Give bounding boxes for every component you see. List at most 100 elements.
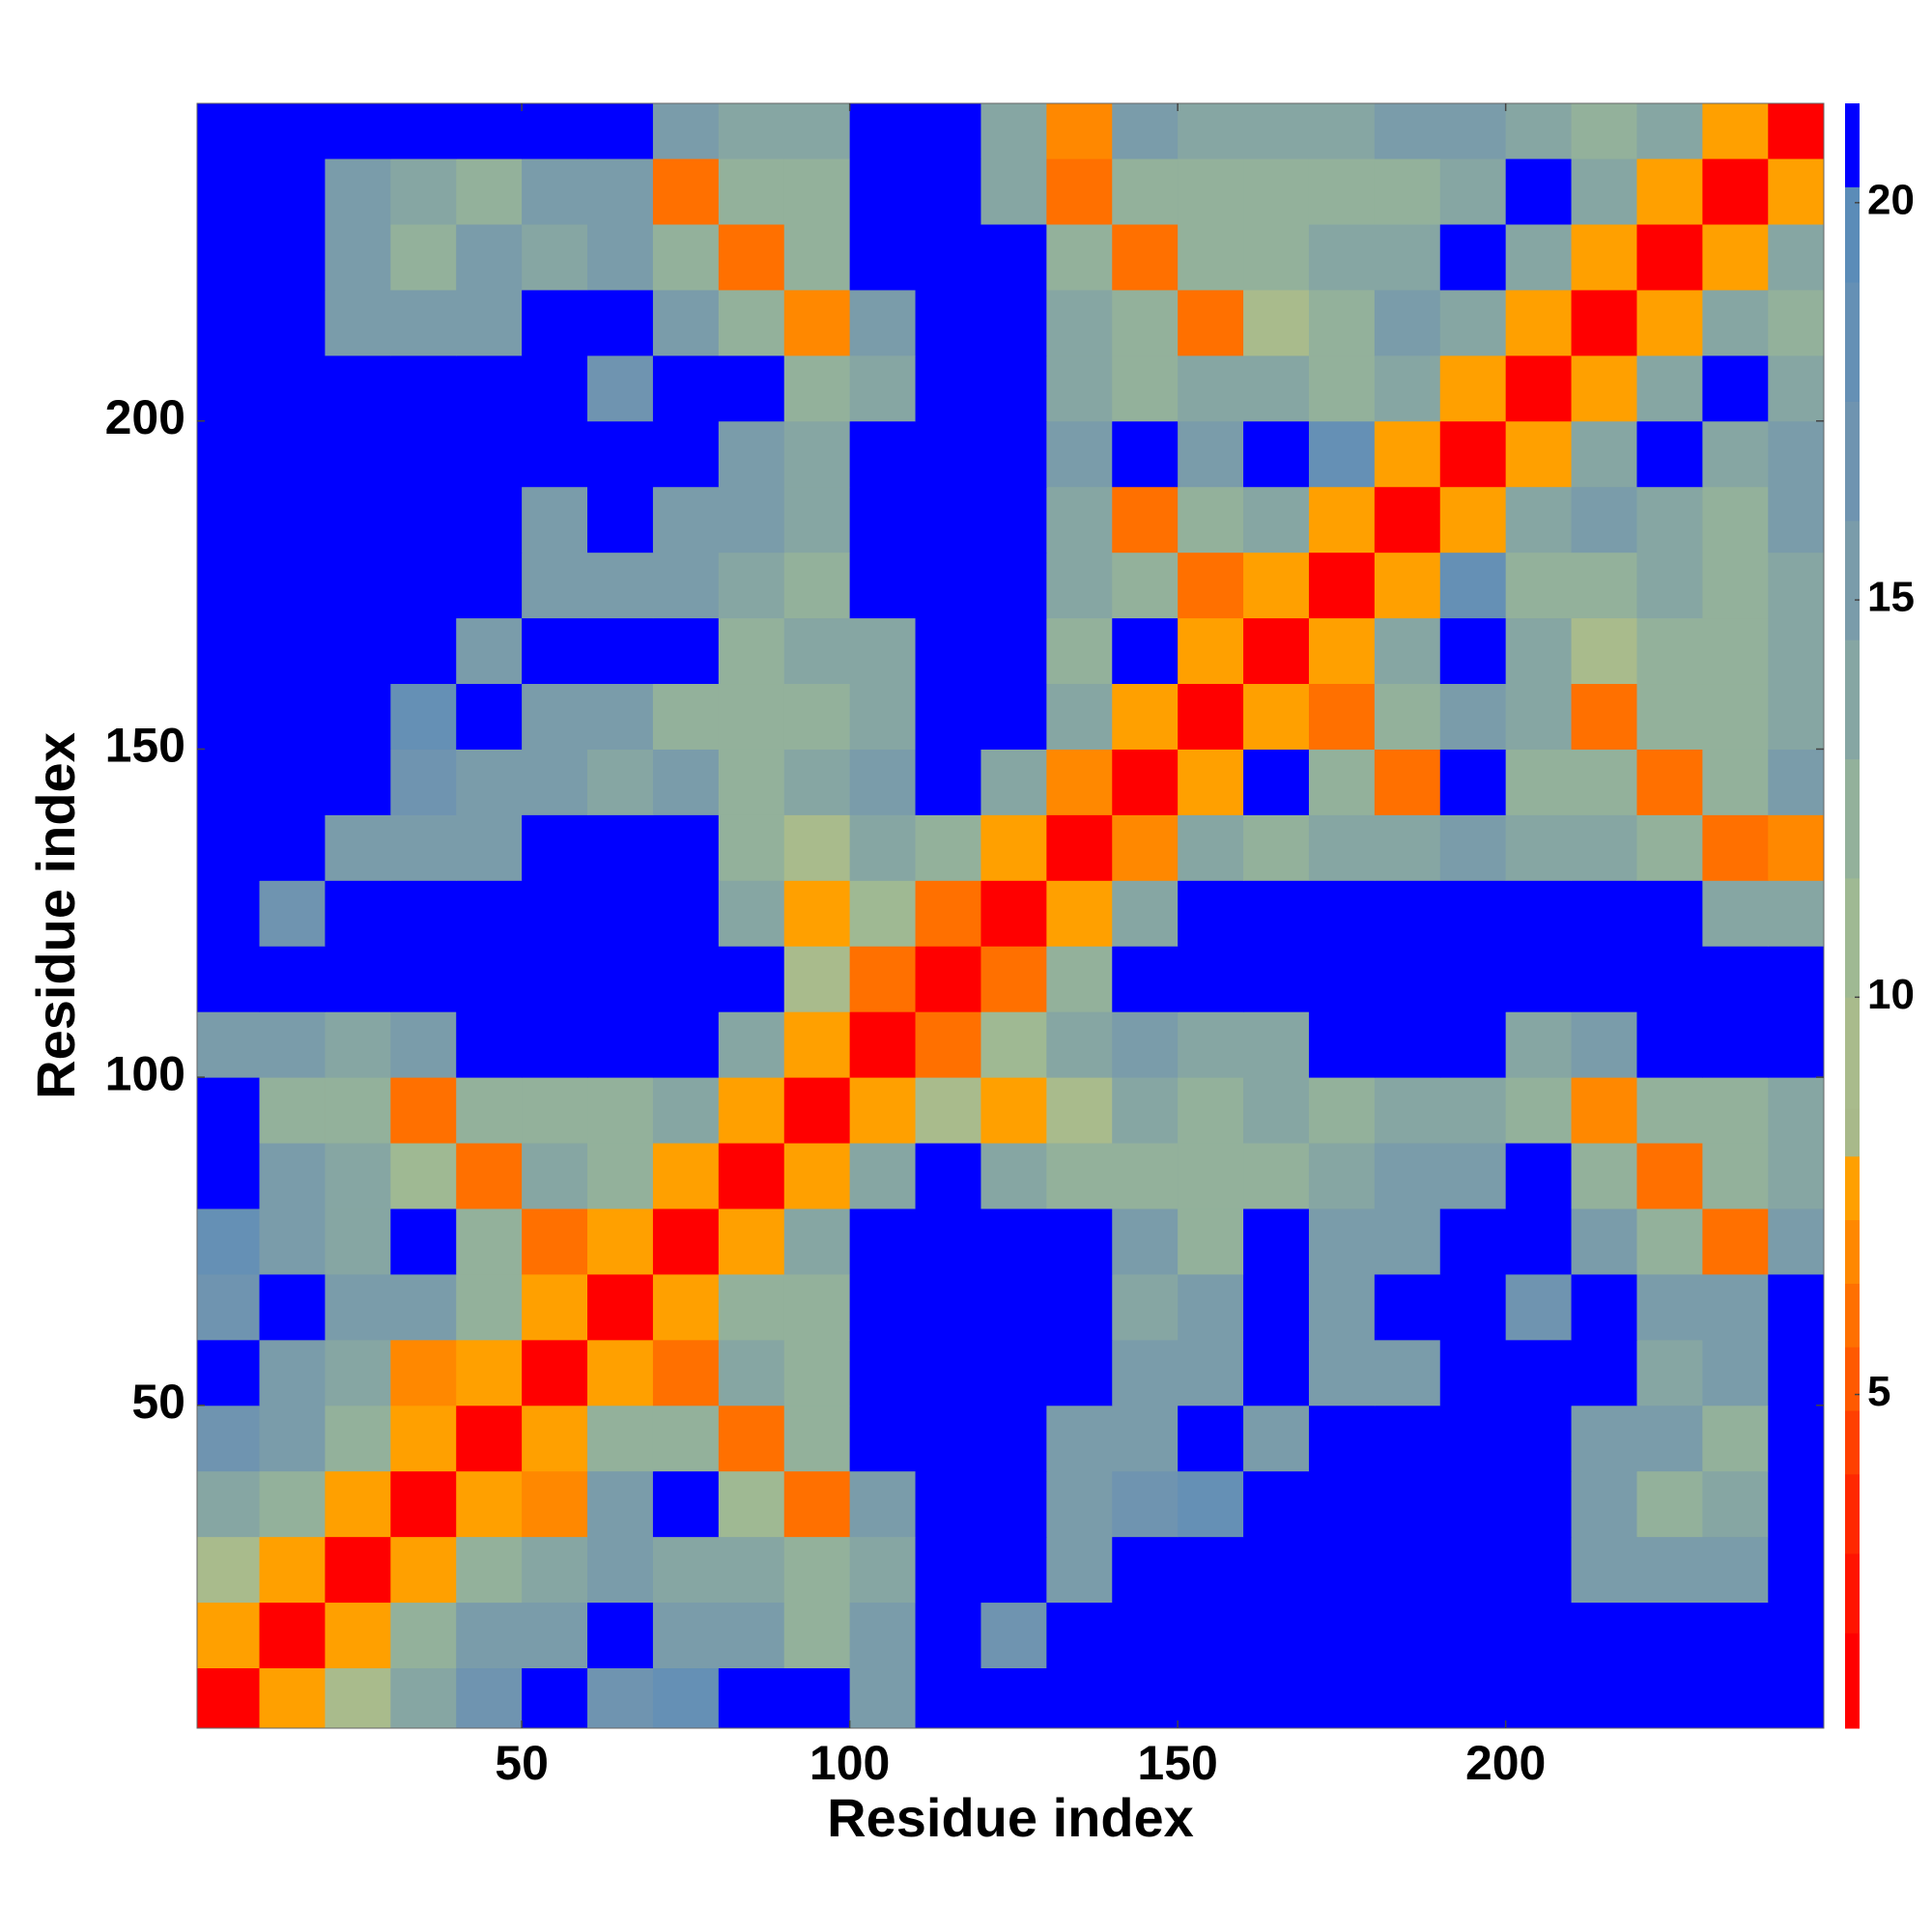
heatmap-cell [1178,749,1244,815]
heatmap-cell [390,1470,457,1538]
heatmap-cell [718,1143,785,1209]
heatmap-cell [1243,355,1310,422]
heatmap-cell [522,1011,588,1078]
heatmap-cell [1243,1602,1310,1669]
heatmap-cell [718,617,785,685]
heatmap-cell [1439,749,1507,815]
heatmap-cell [1768,1011,1824,1078]
heatmap-cell [1636,617,1703,685]
heatmap-cell [456,420,523,488]
heatmap-cell [325,1667,391,1728]
heatmap-cell [1046,683,1113,750]
heatmap-cell [197,1667,261,1728]
heatmap-cell [456,1536,523,1604]
heatmap-cell [522,1208,588,1275]
colorbar-segment [1845,1155,1860,1221]
colorbar-tick-label: 5 [1867,1368,1890,1415]
heatmap-cell [980,289,1047,356]
heatmap-cell [390,355,457,422]
heatmap-cell [456,552,523,619]
heatmap-cell [197,1273,261,1341]
heatmap-cell [197,814,261,881]
heatmap-cell [783,1339,851,1406]
heatmap-cell [1505,814,1573,881]
heatmap-cell [980,683,1047,750]
heatmap-cell [652,946,720,1012]
heatmap-cell [1112,420,1179,488]
heatmap-cell [718,223,785,291]
heatmap-cell [1046,1536,1113,1604]
heatmap-cell [1374,552,1441,619]
colorbar-segment [1845,1283,1860,1348]
heatmap-cell [1571,103,1637,159]
heatmap-cell [1571,1077,1637,1144]
heatmap-cell [783,420,851,488]
heatmap-cell [1112,1077,1179,1144]
heatmap-cell [587,1339,654,1406]
heatmap-cell [718,683,785,750]
heatmap-cell [1374,1011,1441,1078]
heatmap-cell [1636,289,1703,356]
heatmap-cell [1571,552,1637,619]
heatmap-cell [1178,1405,1244,1472]
heatmap-cell [915,1208,981,1275]
heatmap-cell [390,289,457,356]
heatmap-cell [783,1536,851,1604]
heatmap-cell [1768,1273,1824,1341]
heatmap-cell [522,1602,588,1669]
heatmap-cell [1308,1602,1376,1669]
heatmap-cell [849,420,917,488]
heatmap-cell [718,1470,785,1538]
colorbar-segment [1845,103,1860,187]
heatmap-cell [390,683,457,750]
heatmap-cell [325,1602,391,1669]
heatmap-cell [718,1208,785,1275]
heatmap-cell [1571,1602,1637,1669]
heatmap-cell [587,420,654,488]
heatmap-cell [522,617,588,685]
heatmap-cell [522,1667,588,1728]
heatmap-cell [1768,814,1824,881]
heatmap-cell [1046,1143,1113,1209]
heatmap-cell [1374,1339,1441,1406]
heatmap-cell [197,946,261,1012]
heatmap-cell [1636,1602,1703,1669]
heatmap-cell [1374,1602,1441,1669]
heatmap-cell [915,1405,981,1472]
heatmap-cell [325,617,391,685]
heatmap-cell [718,749,785,815]
heatmap-cell [783,103,851,159]
heatmap-cell [783,1273,851,1341]
heatmap-cell [849,1077,917,1144]
heatmap-cell [587,880,654,947]
heatmap-cell [325,223,391,291]
heatmap-cell [1636,1470,1703,1538]
heatmap-cell [587,1602,654,1669]
heatmap-cell [1112,552,1179,619]
heatmap-cell [1243,1077,1310,1144]
heatmap-cell [718,289,785,356]
heatmap-cell [915,223,981,291]
heatmap-cell [1702,1536,1769,1604]
heatmap-cell [1505,1273,1573,1341]
heatmap-cell [849,486,917,554]
heatmap-cell [1768,289,1824,356]
heatmap-cell [1505,103,1573,159]
heatmap-cell [1702,355,1769,422]
heatmap-cell [1243,223,1310,291]
colorbar-tick-label: 10 [1867,971,1915,1018]
heatmap-cell [1046,1339,1113,1406]
heatmap-cell [1178,1011,1244,1078]
heatmap-cell [522,552,588,619]
heatmap-cell [1112,223,1179,291]
heatmap-cell [1112,880,1179,947]
heatmap-cell [1702,552,1769,619]
heatmap-cell [1439,1208,1507,1275]
heatmap-cell [652,1470,720,1538]
heatmap-cell [1112,1536,1179,1604]
heatmap-cell [1308,880,1376,947]
heatmap-cell [1702,617,1769,685]
heatmap-cell [1374,1077,1441,1144]
heatmap-cell [1112,1667,1179,1728]
heatmap-cell [390,223,457,291]
